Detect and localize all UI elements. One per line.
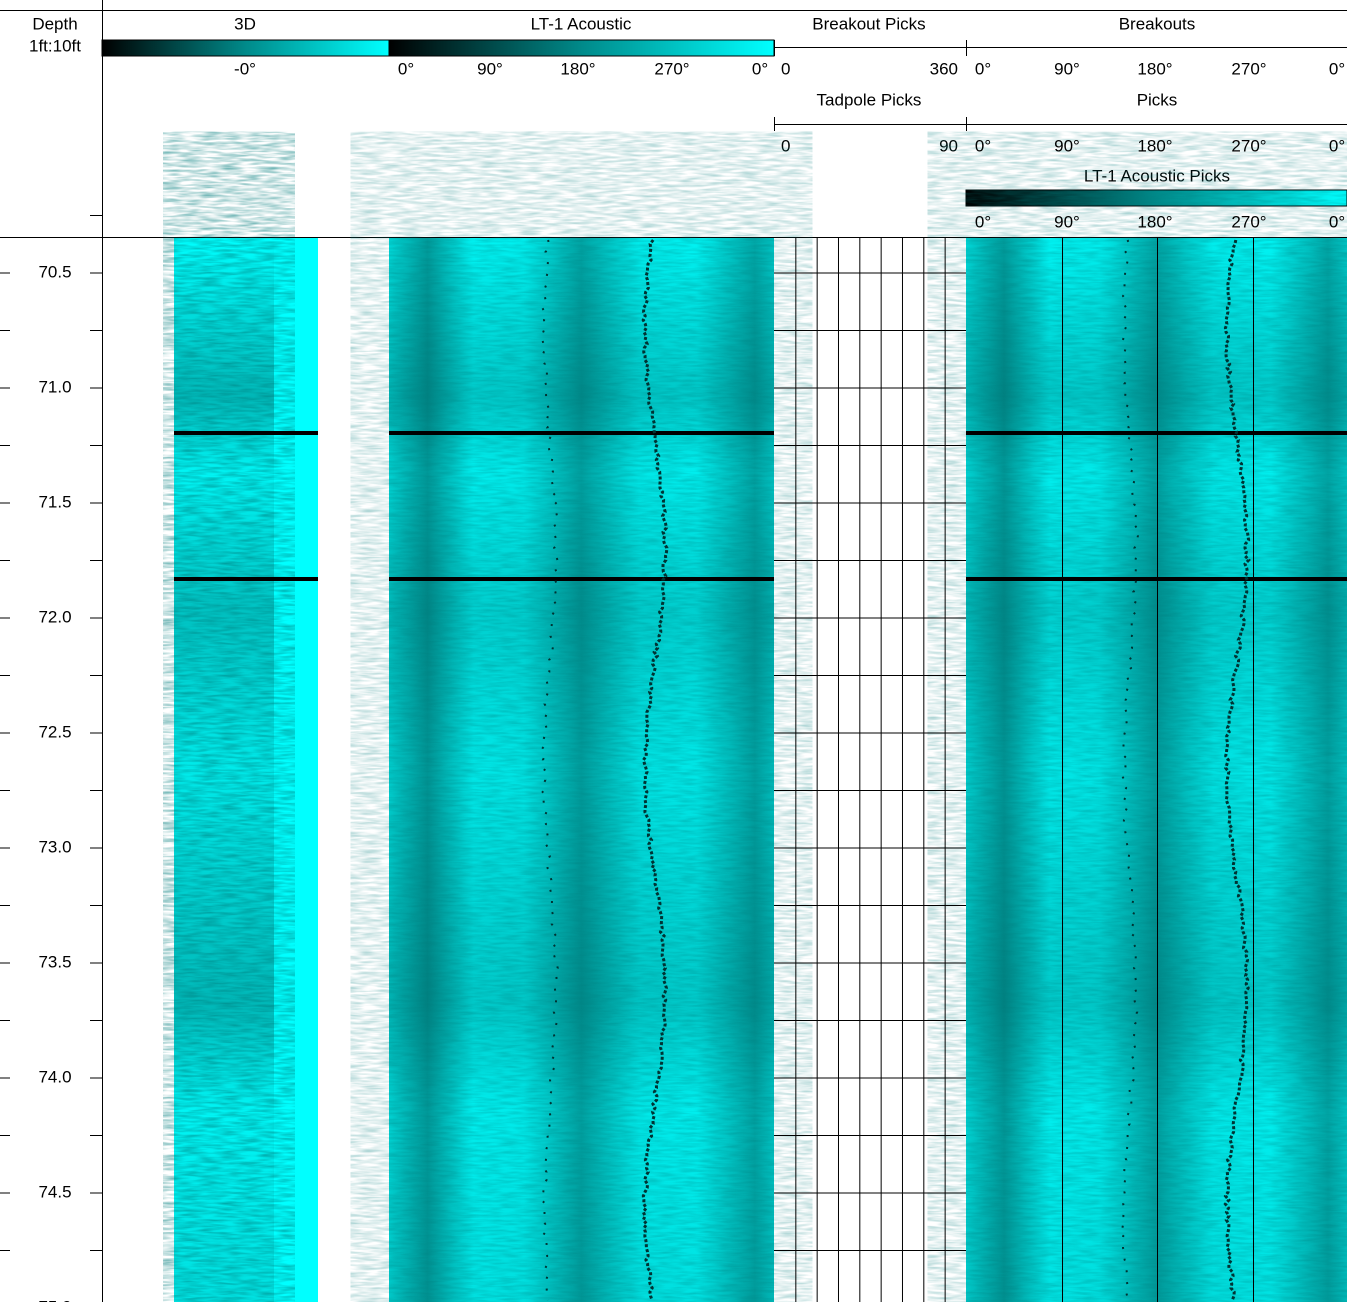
track-title: 3D [234,14,256,33]
scale-label: 90° [1054,136,1080,155]
scale-label: 0° [1329,59,1345,78]
scale-label: 180° [1137,59,1172,78]
depth-label: 73.0 [38,837,71,856]
scale-label: 360 [930,59,958,78]
depth-label: 73.5 [38,952,71,971]
colorbar [966,190,1347,206]
scale-label: 0 [781,59,790,78]
colorbar [102,40,389,56]
depth-label: 70.5 [38,262,71,281]
track-title: Breakouts [1119,14,1196,33]
scale-label: 0° [975,212,991,231]
track-subtitle: Picks [1137,90,1178,109]
depth-label: 71.0 [38,377,71,396]
scale-label: 0° [398,59,414,78]
scale-label: 90° [1054,59,1080,78]
track-title: LT-1 Acoustic [531,14,632,33]
depth-scale: 1ft:10ft [29,36,81,55]
scale-label: 180° [560,59,595,78]
scale-label: 0° [752,59,768,78]
scale-label: 0° [975,59,991,78]
track-title: Breakout Picks [812,14,925,33]
depth-label: 72.5 [38,722,71,741]
scale-label: 0° [1329,212,1345,231]
scale-label: 180° [1137,212,1172,231]
track-subtitle: Tadpole Picks [817,90,922,109]
scale-label: 270° [654,59,689,78]
colorbar [389,40,774,56]
scale-label: 0° [975,136,991,155]
depth-label: 72.0 [38,607,71,626]
log-body [174,238,1347,1302]
colorbar-title: LT-1 Acoustic Picks [1084,166,1230,185]
scale-label: 270° [1231,59,1266,78]
depth-label: 71.5 [38,492,71,511]
depth-label: 74.0 [38,1067,71,1086]
image-texture [966,238,1347,1302]
scale-label: 270° [1231,136,1266,155]
depth-label: 75.0 [38,1297,71,1302]
scale-label: 0 [781,136,790,155]
track-title: Depth [32,14,77,33]
scale-label: 0° [1329,136,1345,155]
image-texture [389,238,774,1302]
scale-label: 90° [1054,212,1080,231]
scale-label: 90° [477,59,503,78]
scale-label: 180° [1137,136,1172,155]
scale-label: -0° [234,59,256,78]
depth-label: 74.5 [38,1182,71,1201]
image-texture [174,238,284,1302]
scale-label: 90 [939,136,958,155]
scale-label: 270° [1231,212,1266,231]
